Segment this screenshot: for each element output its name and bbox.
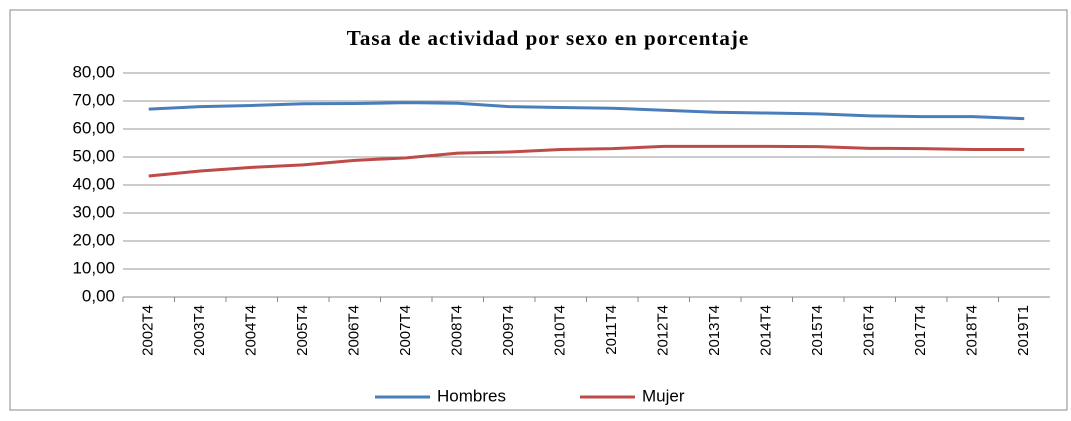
y-tick-label: 50,00: [72, 146, 115, 165]
x-tick-label: 2018T4: [964, 305, 981, 356]
chart-title: Tasa de actividad por sexo en porcentaje: [347, 26, 749, 50]
line-series: [148, 101, 1025, 121]
x-tick-label: 2007T4: [397, 305, 414, 356]
x-tick-label: 2010T4: [552, 305, 569, 356]
x-tick-label: 2005T4: [294, 305, 311, 356]
x-tick-label: 2019T1: [1015, 305, 1032, 356]
y-tick-label: 60,00: [72, 118, 115, 137]
y-tick-label: 30,00: [72, 202, 115, 221]
x-tick-label: 2009T4: [500, 305, 517, 356]
x-tick-label: 2012T4: [655, 305, 672, 356]
legend-label: Mujer: [642, 386, 685, 405]
chart-border: [9, 9, 1068, 411]
x-tick-label: 2002T4: [140, 305, 157, 356]
y-tick-label: 0,00: [82, 286, 115, 305]
x-tick-label: 2013T4: [706, 305, 723, 356]
x-tick-label: 2011T4: [603, 305, 620, 355]
legend-label: Hombres: [437, 386, 506, 405]
y-tick-label: 20,00: [72, 230, 115, 249]
line-series: [148, 144, 1025, 178]
y-tick-label: 70,00: [72, 90, 115, 109]
x-tick-label: 2017T4: [912, 305, 929, 356]
x-tick-label: 2014T4: [758, 305, 775, 356]
x-tick-label: 2006T4: [346, 305, 363, 356]
x-tick-label: 2003T4: [191, 305, 208, 356]
x-tick-label: 2004T4: [243, 305, 260, 356]
x-tick-label: 2008T4: [449, 305, 466, 356]
x-tick-label: 2015T4: [809, 305, 826, 356]
y-tick-label: 80,00: [72, 62, 115, 81]
y-tick-label: 10,00: [72, 258, 115, 277]
y-tick-label: 40,00: [72, 174, 115, 193]
x-tick-label: 2016T4: [861, 305, 878, 356]
